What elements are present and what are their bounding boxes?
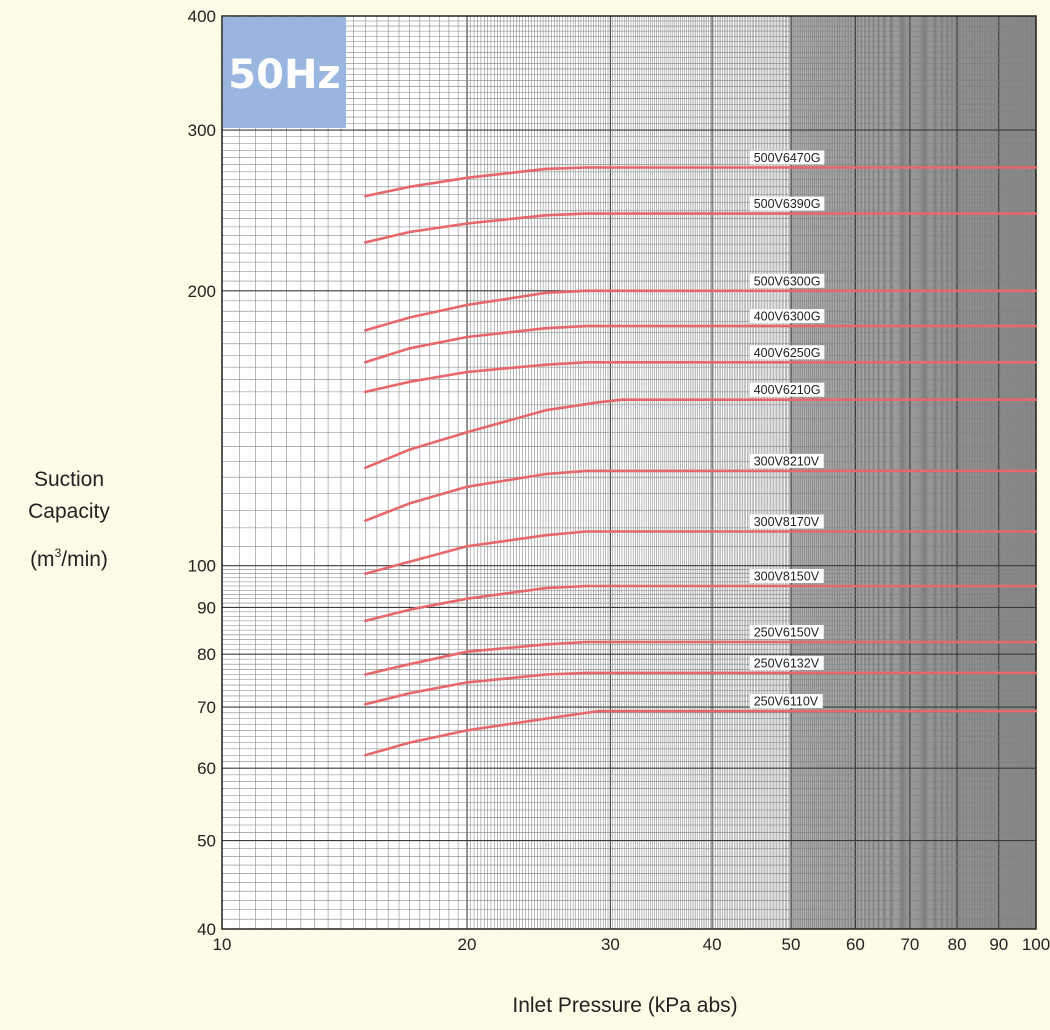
plot-frame: [221, 15, 1037, 930]
series-label-300V8210V: 300V8210V: [754, 454, 820, 468]
frequency-badge-background: [223, 17, 346, 128]
x-tick-50: 50: [782, 935, 801, 954]
series-label-background: [749, 309, 825, 324]
series-label-500V6390G: 500V6390G: [754, 197, 821, 211]
x-tick-70: 70: [900, 935, 919, 954]
series-label-250V6150V: 250V6150V: [754, 626, 820, 640]
frequency-badge: 50Hz: [223, 17, 346, 128]
y-axis-title: Suction Capacity (m3/min): [28, 468, 110, 571]
series-label-300V8170V: 300V8170V: [754, 515, 820, 529]
series-label-background: [749, 345, 825, 360]
y-tick-300: 300: [188, 121, 216, 140]
series-label-background: [749, 453, 824, 468]
frequency-badge-label: 50Hz: [228, 52, 340, 98]
series-label-250V6132V: 250V6132V: [754, 656, 820, 670]
x-tick-labels: 10 20 30 40 50 60 70 80 90 100: [213, 935, 1050, 954]
series-label-400V6250G: 400V6250G: [754, 346, 821, 360]
series-line-300V8210V: [363, 469, 1038, 523]
series-line-400V6250G: [363, 360, 1038, 394]
series-line-400V6300G: [363, 324, 1038, 364]
series-label-400V6210G: 400V6210G: [754, 383, 821, 397]
series-line-400V6210G: [363, 398, 1038, 470]
series-line-250V6132V: [363, 671, 1038, 706]
y-tick-40: 40: [197, 920, 216, 939]
series-label-400V6300G: 400V6300G: [754, 310, 821, 324]
y-tick-labels: 40 50 60 70 80 90 100 200 300 400: [188, 7, 216, 939]
series-label-background: [749, 273, 825, 288]
series-label-background: [749, 514, 824, 529]
x-tick-40: 40: [703, 935, 722, 954]
series-label-250V6110V: 250V6110V: [754, 695, 819, 709]
y-axis-title-line-2: Capacity: [28, 500, 110, 523]
y-tick-90: 90: [197, 599, 216, 618]
x-tick-10: 10: [213, 935, 232, 954]
series-label-500V6300G: 500V6300G: [754, 274, 821, 288]
series-line-300V8150V: [363, 584, 1038, 623]
series-label-500V6470G: 500V6470G: [754, 151, 821, 165]
series-line-500V6300G: [363, 289, 1038, 332]
y-axis-title-line-1: Suction: [34, 468, 104, 491]
x-tick-90: 90: [989, 935, 1008, 954]
series-label-background: [749, 569, 824, 583]
series-label-background: [749, 196, 825, 211]
x-tick-80: 80: [948, 935, 967, 954]
x-tick-20: 20: [458, 935, 477, 954]
horizontal-grid: [222, 15, 1036, 930]
series-label-background: [749, 694, 823, 709]
series-line-500V6390G: [363, 212, 1038, 244]
y-tick-50: 50: [197, 832, 216, 851]
series-line-300V8170V: [363, 530, 1038, 576]
series-label-background: [749, 625, 824, 639]
series-line-500V6470G: [363, 166, 1038, 198]
series-labels: 500V6470G 500V6390G 500V6300G 400V6300G 400V…: [749, 150, 825, 709]
series-line-250V6110V: [363, 709, 1038, 757]
y-axis-unit: (m3/min): [30, 546, 108, 571]
x-tick-60: 60: [846, 935, 865, 954]
series-label-background: [749, 382, 825, 397]
x-tick-100: 100: [1022, 935, 1050, 954]
y-tick-200: 200: [188, 282, 216, 301]
y-tick-70: 70: [197, 698, 216, 717]
x-tick-30: 30: [601, 935, 620, 954]
series-lines: [363, 166, 1038, 757]
y-tick-60: 60: [197, 759, 216, 778]
series-label-background: [749, 655, 824, 670]
y-tick-100: 100: [188, 557, 216, 576]
series-line-250V6150V: [363, 640, 1038, 676]
series-label-300V8150V: 300V8150V: [754, 570, 820, 584]
series-label-background: [749, 150, 825, 165]
y-tick-400: 400: [188, 7, 216, 26]
x-axis-title: Inlet Pressure (kPa abs): [512, 994, 737, 1017]
y-tick-80: 80: [197, 645, 216, 664]
